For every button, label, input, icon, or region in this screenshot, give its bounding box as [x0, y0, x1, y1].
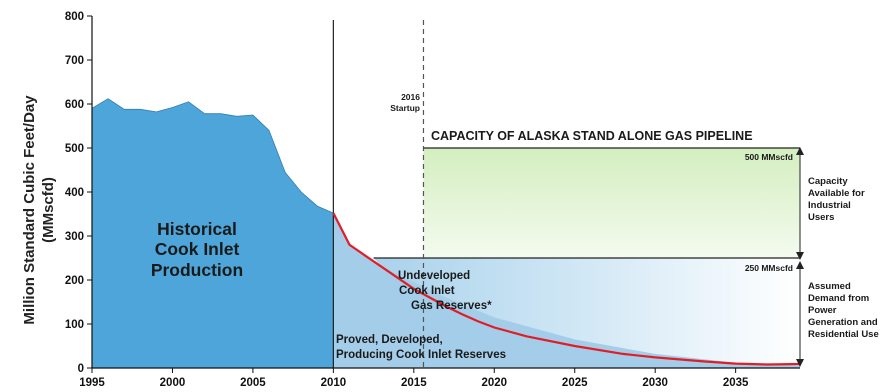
x-tick-label: 2020 [481, 377, 507, 389]
historical-label-line-3: Production [151, 260, 243, 280]
startup-label-line-2: Startup [390, 103, 420, 113]
y-tick-label: 0 [78, 363, 84, 375]
forecast-line [332, 212, 801, 366]
demand-side-label-line-2: Demand from [808, 293, 869, 304]
demand-side-label-line-3: Power [808, 305, 837, 316]
y-tick-label: 400 [65, 187, 84, 199]
capacity-side-label-line-3: Industrial [808, 200, 851, 211]
y-tick-label: 700 [65, 55, 84, 67]
historical-label-line-2: Cook Inlet [155, 239, 240, 259]
x-tick-labels: 1995 2000 2005 2010 2015 2020 2025 2030 2035 [79, 368, 749, 389]
demand-value-label: 250 MMscfd [745, 263, 793, 273]
historical-label-line-1: Historical [157, 219, 237, 239]
y-tick-label: 200 [65, 275, 84, 287]
x-tick-label: 2035 [723, 377, 749, 389]
proved-reserves-area [333, 213, 800, 368]
y-tick-label: 600 [65, 99, 84, 111]
pipeline-capacity-title: CAPACITY OF ALASKA STAND ALONE GAS PIPEL… [431, 129, 753, 143]
y-tick-labels: 0 100 200 300 400 500 600 700 800 [65, 11, 92, 375]
capacity-side-label-line-1: Capacity [808, 176, 848, 187]
y-axis-label-line-1: Million Standard Cubic Feet/Day [21, 95, 38, 325]
x-tick-label: 2030 [642, 377, 668, 389]
x-tick-label: 2025 [562, 377, 588, 389]
capacity-bracket-arrow [796, 147, 804, 260]
demand-bracket-arrow [796, 261, 804, 367]
x-tick-label: 2005 [240, 377, 266, 389]
demand-side-label-line-1: Assumed [808, 281, 851, 292]
capacity-value-label: 500 MMscfd [745, 152, 793, 162]
capacity-side-label-line-4: Users [808, 212, 834, 223]
x-tick-label: 1995 [79, 377, 105, 389]
x-tick-label: 2010 [321, 377, 347, 389]
undeveloped-label-line-3: Gas Reserves* [411, 300, 492, 312]
y-tick-label: 300 [65, 231, 84, 243]
undeveloped-label-line-2: Cook Inlet [399, 285, 455, 297]
startup-label-line-1: 2016 [401, 92, 420, 102]
proved-label-line-1: Proved, Developed, [336, 334, 443, 346]
capacity-side-label-line-2: Available for [808, 188, 865, 199]
x-tick-label: 2000 [160, 377, 186, 389]
demand-side-label-line-5: Residential Use [808, 329, 879, 340]
y-tick-label: 500 [65, 143, 84, 155]
y-tick-label: 100 [65, 319, 84, 331]
demand-side-label-line-4: Generation and [808, 317, 878, 328]
undeveloped-reserves-area [373, 258, 800, 365]
y-tick-label: 800 [65, 11, 84, 23]
undeveloped-label-line-1: Undeveloped [398, 270, 470, 282]
proved-label-line-2: Producing Cook Inlet Reserves [336, 349, 506, 361]
y-axis-label-line-2: (MMscfd) [40, 177, 57, 243]
industrial-capacity-area [423, 148, 800, 258]
x-tick-label: 2015 [401, 377, 427, 389]
y-axis-label: Million Standard Cubic Feet/Day (MMscfd) [21, 95, 57, 325]
